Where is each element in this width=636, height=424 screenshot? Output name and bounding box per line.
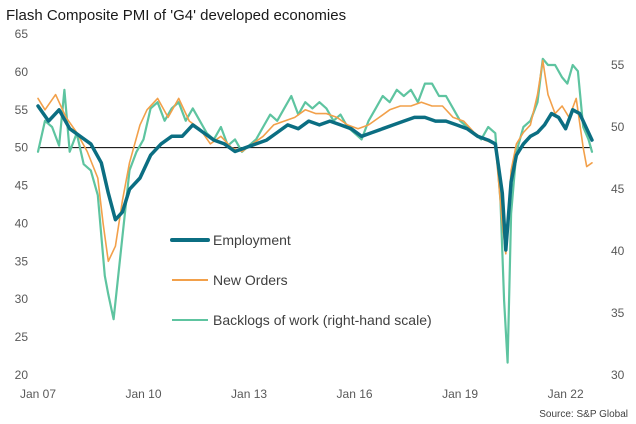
- series-line-new-orders: [37, 59, 593, 263]
- legend-label-backlogs: Backlogs of work (right-hand scale): [213, 312, 432, 328]
- right-tick-label: 45: [611, 182, 625, 196]
- left-tick-label: 45: [15, 179, 29, 193]
- right-tick-label: 55: [611, 58, 625, 72]
- source-note: Source: S&P Global: [539, 409, 628, 420]
- x-tick-label: Jan 16: [337, 387, 373, 401]
- left-tick-label: 40: [15, 216, 29, 230]
- left-tick-label: 60: [15, 65, 29, 79]
- legend-label-employment: Employment: [213, 232, 291, 248]
- x-tick-label: Jan 22: [548, 387, 584, 401]
- series-layer: [36, 57, 594, 364]
- left-tick-label: 35: [15, 254, 29, 268]
- right-axis-ticks: 30 35 40 45 50 55: [611, 58, 625, 382]
- legend-label-new-orders: New Orders: [213, 272, 288, 288]
- series-line-employment: [36, 104, 594, 252]
- left-tick-label: 50: [15, 141, 29, 155]
- right-tick-label: 30: [611, 368, 625, 382]
- left-tick-label: 25: [15, 330, 29, 344]
- legend: Employment New Orders Backlogs of work (…: [170, 232, 432, 328]
- x-tick-label: Jan 19: [442, 387, 478, 401]
- x-tick-label: Jan 10: [126, 387, 162, 401]
- right-tick-label: 35: [611, 306, 625, 320]
- left-tick-label: 65: [15, 27, 29, 41]
- left-tick-label: 55: [15, 103, 29, 117]
- x-tick-label: Jan 07: [20, 387, 56, 401]
- right-tick-label: 50: [611, 120, 625, 134]
- x-axis-ticks: Jan 07 Jan 10 Jan 13 Jan 16 Jan 19 Jan 22: [20, 387, 584, 401]
- left-axis-ticks: 20 25 30 35 40 45 50 55 60 65: [15, 27, 29, 382]
- x-tick-label: Jan 13: [231, 387, 267, 401]
- left-tick-label: 30: [15, 292, 29, 306]
- series-line-backlogs: [36, 57, 594, 364]
- right-tick-label: 40: [611, 244, 625, 258]
- chart-title: Flash Composite PMI of 'G4' developed ec…: [6, 7, 346, 24]
- left-tick-label: 20: [15, 368, 29, 382]
